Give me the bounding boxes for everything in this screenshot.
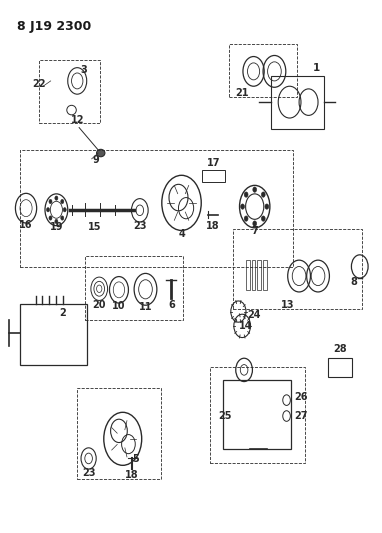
Text: 8 J19 2300: 8 J19 2300 [16,20,91,33]
Text: 17: 17 [207,158,220,167]
Text: 13: 13 [281,300,295,310]
Text: 25: 25 [219,411,232,421]
Text: 12: 12 [71,115,84,125]
Circle shape [55,219,58,223]
Circle shape [61,216,64,220]
Bar [20,150,293,266]
Text: 15: 15 [87,222,101,232]
Text: 10: 10 [112,301,126,311]
Circle shape [49,199,52,204]
Bar [77,389,161,479]
Text: 23: 23 [82,469,96,478]
Circle shape [253,187,257,192]
Text: 18: 18 [125,470,139,480]
Bar [252,260,256,290]
Bar [210,367,305,463]
Text: 27: 27 [294,411,308,421]
Text: 20: 20 [92,300,106,310]
Text: 2: 2 [60,308,66,318]
Text: 8: 8 [351,277,358,287]
Bar [229,44,297,97]
Circle shape [61,199,64,204]
Circle shape [63,208,66,212]
Circle shape [49,216,52,220]
Text: 26: 26 [294,392,308,402]
Bar [263,260,267,290]
Circle shape [55,196,58,200]
Text: 3: 3 [81,66,87,75]
Text: 18: 18 [206,221,220,231]
Circle shape [261,192,265,197]
Bar [223,381,291,449]
Circle shape [261,216,265,221]
Circle shape [253,221,257,226]
Text: 28: 28 [333,344,346,354]
Text: 19: 19 [50,222,63,232]
Text: 4: 4 [178,229,185,239]
Bar [246,260,250,290]
Ellipse shape [97,149,105,157]
Text: 6: 6 [168,300,175,310]
Circle shape [47,208,50,212]
Text: 9: 9 [92,156,99,165]
Circle shape [265,204,269,209]
Bar [270,76,324,128]
Bar [233,229,362,309]
Text: 7: 7 [251,226,258,236]
Bar [257,260,261,290]
Circle shape [244,192,248,197]
Text: 24: 24 [248,310,261,320]
Bar [20,304,87,365]
Bar [328,358,352,377]
Bar [39,60,100,123]
Circle shape [241,204,244,209]
Text: 5: 5 [133,454,139,464]
Bar [85,256,183,319]
Text: 11: 11 [139,302,152,312]
Circle shape [244,216,248,221]
Text: 14: 14 [239,321,253,332]
Text: 1: 1 [312,63,320,72]
Text: 23: 23 [133,221,147,231]
Bar [202,170,225,182]
Text: 21: 21 [235,87,249,98]
Text: 16: 16 [19,220,33,230]
Text: 22: 22 [32,79,46,89]
